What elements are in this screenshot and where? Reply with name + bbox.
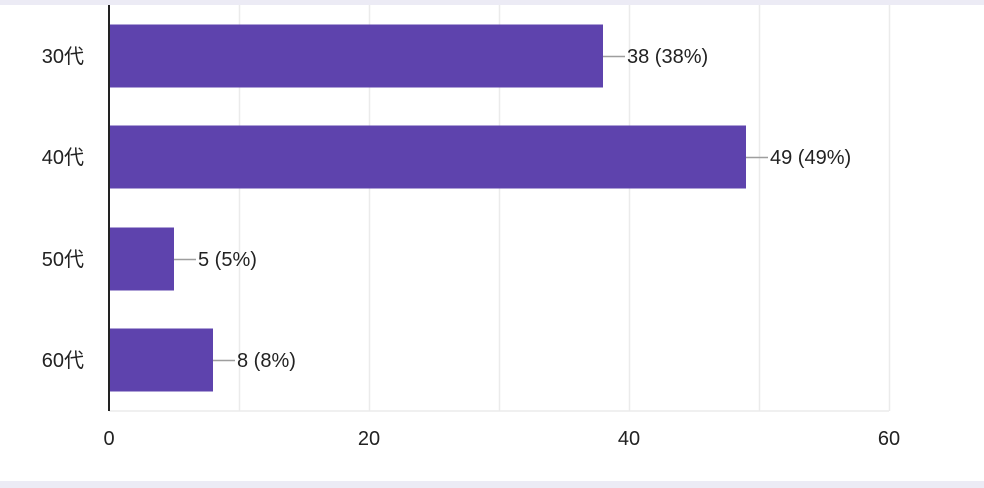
- bar: [109, 328, 213, 392]
- data-label: 8 (8%): [237, 350, 296, 372]
- data-labels: 38 (38%) 49 (49%) 5 (5%) 8 (8%): [174, 46, 851, 372]
- axes: 30代 40代 50代 60代 0 20 40 60: [42, 5, 900, 450]
- x-tick-label: 20: [358, 428, 380, 450]
- category-label: 30代: [42, 45, 84, 68]
- data-label: 49 (49%): [770, 147, 851, 169]
- bar: [109, 24, 603, 88]
- category-label: 40代: [42, 146, 84, 169]
- x-tick-label: 40: [618, 428, 640, 450]
- x-tick-label: 0: [103, 428, 114, 450]
- bars: [109, 24, 746, 392]
- category-label: 50代: [42, 248, 84, 271]
- bar: [109, 125, 746, 189]
- data-label: 38 (38%): [627, 46, 708, 68]
- bar: [109, 227, 174, 291]
- x-tick-label: 60: [878, 428, 900, 450]
- data-label: 5 (5%): [198, 249, 257, 271]
- category-label: 60代: [42, 349, 84, 372]
